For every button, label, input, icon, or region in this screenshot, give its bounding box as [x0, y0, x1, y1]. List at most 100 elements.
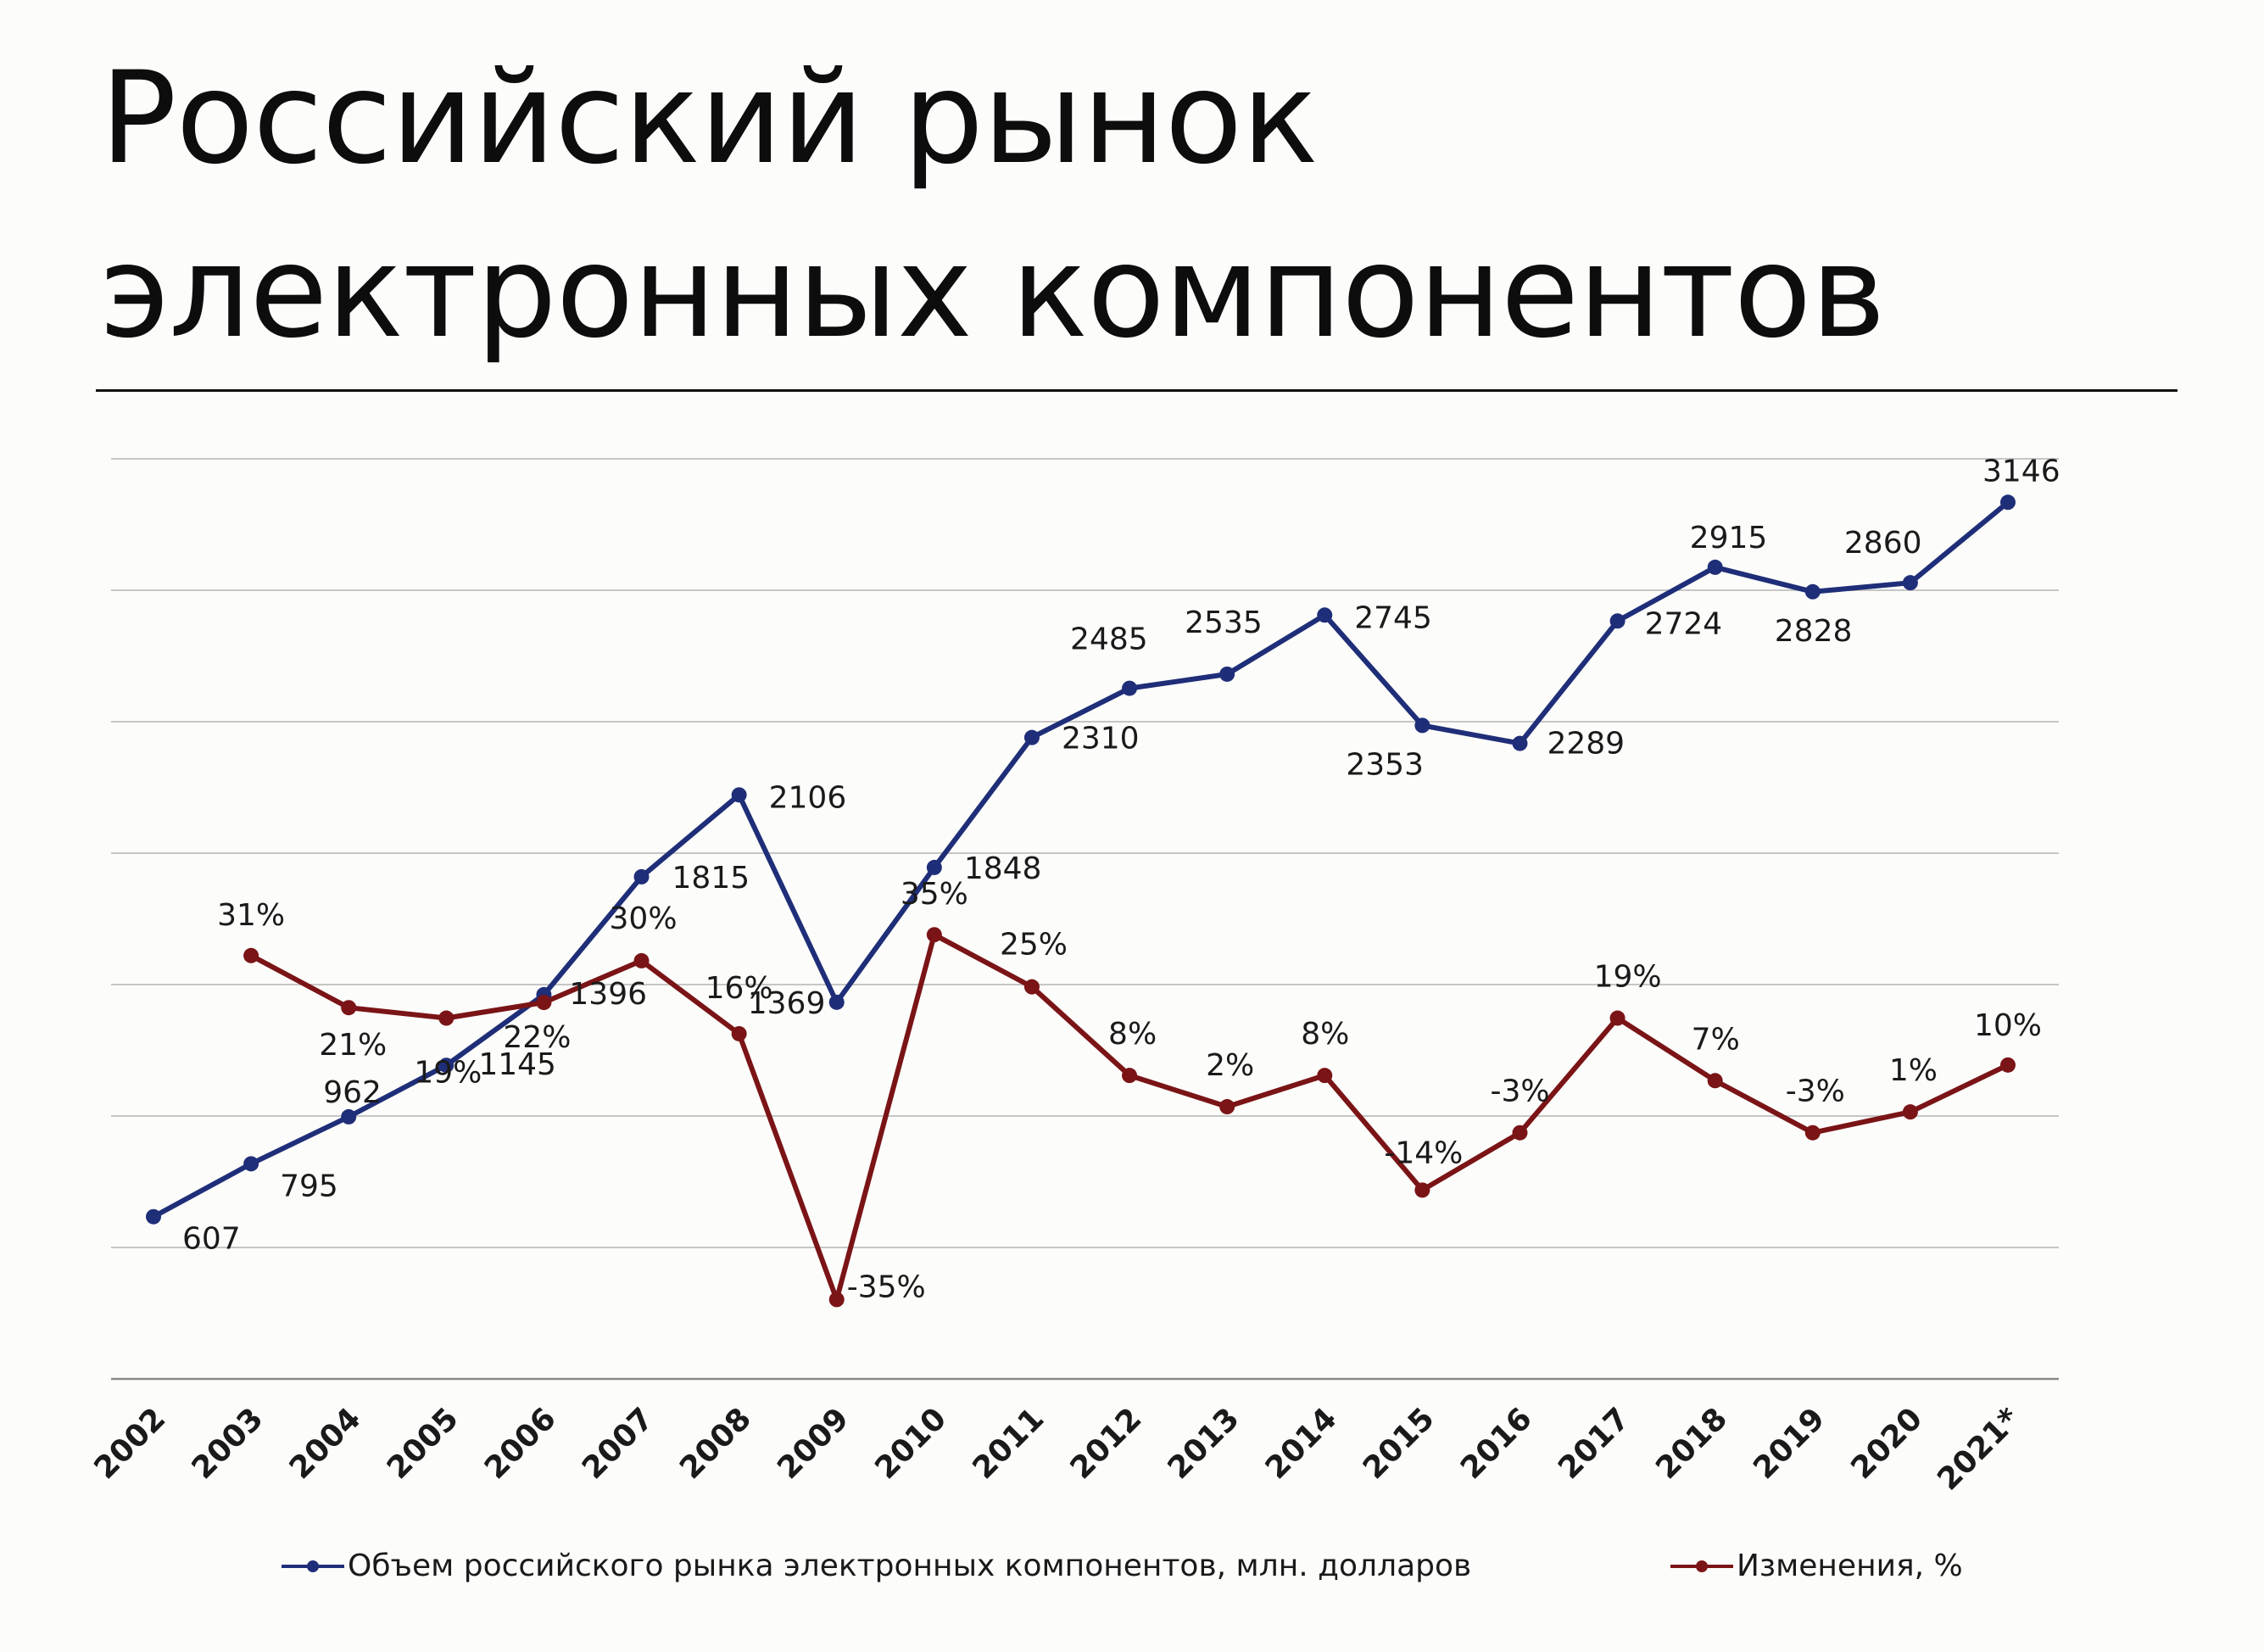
data-label-change: -35% [847, 1270, 926, 1304]
data-label-change: 35% [901, 877, 968, 912]
x-tick-label: 2020 [1844, 1401, 1929, 1486]
data-point-change [2000, 1057, 2016, 1073]
data-label-change: 21% [319, 1028, 387, 1063]
data-label-change: -3% [1490, 1074, 1549, 1109]
data-point-volume [1804, 583, 1821, 600]
legend-item-volume: Объем российского рынка электронных комп… [282, 1549, 1471, 1583]
data-point-change [1023, 979, 1040, 995]
x-axis-tick-labels: 2002 2003 2004 2005 2006 2007 2008 2009 2010 2011… [88, 1401, 2027, 1497]
data-point-change [1707, 1073, 1723, 1089]
x-tick-label: 2017 [1552, 1401, 1637, 1486]
data-label-change: 19% [414, 1056, 482, 1091]
x-tick-label: 2010 [868, 1401, 953, 1486]
data-point-volume [2000, 494, 2016, 511]
data-label-volume: 607 [182, 1222, 241, 1257]
data-point-volume [1707, 559, 1723, 575]
data-point-change [1804, 1125, 1821, 1141]
legend-swatch-change [1670, 1560, 1733, 1572]
data-point-volume [1414, 717, 1430, 734]
data-label-change: 25% [1000, 928, 1068, 963]
data-label-volume: 1396 [569, 977, 647, 1012]
x-tick-label: 2005 [381, 1401, 466, 1486]
gridlines [111, 458, 2059, 1381]
data-label-volume: 2828 [1775, 614, 1853, 649]
x-tick-label: 2002 [88, 1401, 173, 1486]
data-point-change [1512, 1125, 1528, 1141]
data-point-volume [1122, 680, 1138, 696]
data-point-volume [243, 1156, 259, 1172]
legend-label-change: Изменения, % [1737, 1549, 1963, 1583]
data-label-volume: 1848 [964, 851, 1042, 886]
data-point-volume [1609, 613, 1626, 629]
data-point-change [731, 1025, 747, 1041]
data-point-change [1219, 1099, 1235, 1115]
data-point-change [243, 947, 259, 963]
data-label-change: 7% [1692, 1022, 1740, 1057]
data-point-change [536, 995, 552, 1011]
data-point-volume [1902, 575, 1918, 591]
data-label-change: 8% [1301, 1017, 1349, 1052]
data-label-change: 22% [503, 1020, 571, 1055]
legend-swatch-volume [282, 1560, 344, 1572]
data-label-volume: 2353 [1346, 747, 1424, 782]
x-tick-label: 2011 [966, 1401, 1051, 1486]
x-tick-label: 2006 [478, 1401, 563, 1486]
legend: Объем российского рынка электронных комп… [0, 1549, 2264, 1583]
data-point-volume [926, 859, 942, 875]
data-label-change: 19% [1594, 960, 1662, 995]
data-label-volume: 2724 [1645, 606, 1723, 641]
data-point-change [1902, 1104, 1918, 1120]
data-label-change: 8% [1108, 1017, 1157, 1052]
data-label-volume: 2310 [1062, 722, 1140, 756]
x-tick-label: 2008 [673, 1401, 758, 1486]
x-tick-label: 2016 [1454, 1401, 1539, 1486]
x-tick-label: 2013 [1162, 1401, 1246, 1486]
data-label-change: 31% [217, 898, 285, 933]
x-tick-label: 2015 [1357, 1401, 1441, 1486]
data-label-volume: 1369 [748, 986, 826, 1021]
data-label-volume: 2860 [1844, 526, 1922, 561]
x-tick-label: 2004 [283, 1401, 368, 1486]
legend-label-volume: Объем российского рынка электронных комп… [348, 1549, 1472, 1583]
data-label-volume: 2289 [1547, 727, 1625, 762]
data-label-change: 10% [1974, 1008, 2042, 1043]
data-label-change: 2% [1206, 1048, 1254, 1083]
data-point-volume [1317, 607, 1333, 623]
data-label-change: 30% [610, 901, 678, 936]
data-point-change [633, 952, 650, 968]
data-label-change: -14% [1384, 1136, 1463, 1170]
data-point-volume [1512, 735, 1528, 751]
data-point-volume [341, 1108, 357, 1125]
x-tick-label: 2014 [1259, 1401, 1344, 1486]
data-point-change [828, 1292, 845, 1308]
data-label-volume: 795 [280, 1169, 338, 1203]
title-divider [96, 389, 2178, 392]
data-point-volume [731, 787, 747, 803]
title-line-1: Российский рынок [100, 45, 1319, 193]
series-points [146, 494, 2016, 1308]
title-line-2: электронных компонентов [100, 219, 1886, 366]
x-tick-label: 2012 [1064, 1401, 1149, 1486]
x-tick-label: 2009 [771, 1401, 856, 1486]
data-point-volume [828, 994, 845, 1010]
legend-item-change: Изменения, % [1670, 1549, 1963, 1583]
data-label-volume: 2485 [1070, 622, 1148, 657]
data-label-change: 1% [1889, 1053, 1938, 1088]
data-labels: 607 795 962 1145 1396 1815 2106 1369 1848 2310 248… [182, 454, 2060, 1304]
data-label-volume: 2915 [1690, 521, 1768, 555]
data-label-volume: 2745 [1354, 600, 1432, 635]
x-tick-label: 2018 [1649, 1401, 1734, 1486]
data-label-volume: 962 [323, 1075, 382, 1110]
data-point-volume [146, 1208, 161, 1225]
data-label-volume: 1815 [672, 861, 750, 896]
data-point-change [1122, 1068, 1138, 1084]
page-title: Российский рынок электронных компонентов [100, 32, 2135, 380]
data-point-change [438, 1010, 454, 1026]
x-tick-label: 2003 [186, 1401, 270, 1486]
data-point-change [341, 1000, 357, 1016]
data-point-volume [633, 868, 650, 885]
data-label-change: 16% [705, 971, 773, 1006]
data-label-volume: 2106 [769, 780, 847, 815]
data-point-volume [1023, 729, 1040, 745]
